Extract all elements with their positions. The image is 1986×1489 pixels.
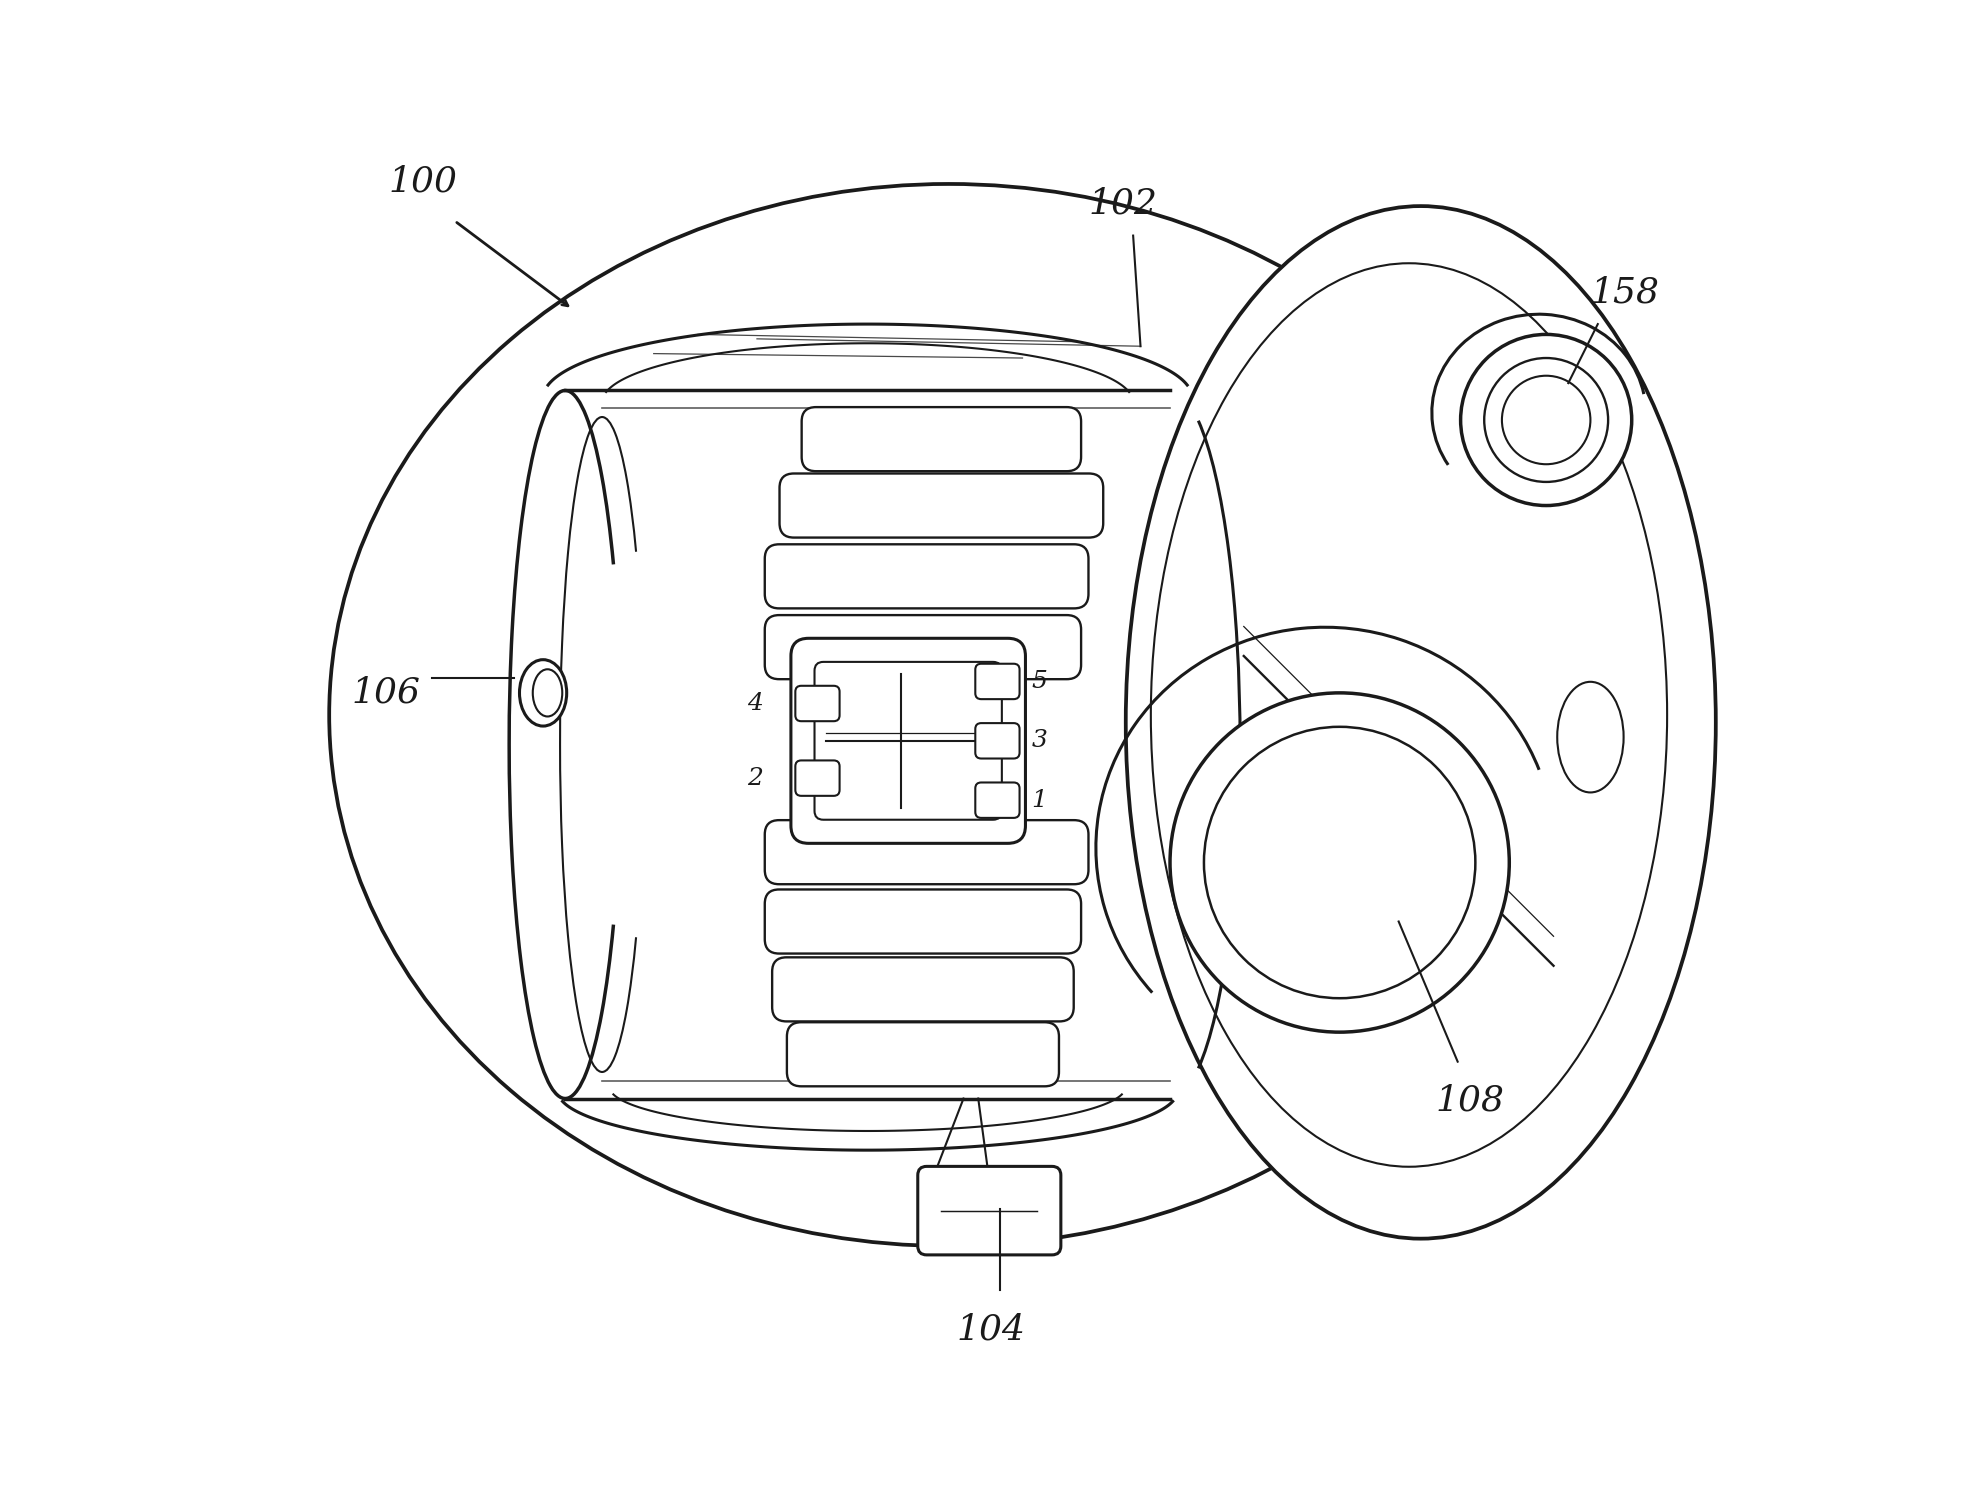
- Ellipse shape: [1126, 205, 1716, 1239]
- Text: 100: 100: [387, 165, 457, 198]
- FancyBboxPatch shape: [794, 761, 840, 795]
- FancyBboxPatch shape: [786, 1023, 1059, 1087]
- Text: 106: 106: [352, 676, 421, 710]
- Ellipse shape: [532, 669, 562, 716]
- FancyBboxPatch shape: [975, 724, 1019, 758]
- Text: 158: 158: [1591, 275, 1660, 310]
- FancyBboxPatch shape: [765, 889, 1080, 953]
- FancyBboxPatch shape: [975, 664, 1019, 700]
- FancyBboxPatch shape: [765, 820, 1088, 884]
- FancyBboxPatch shape: [802, 406, 1080, 471]
- Text: 2: 2: [747, 767, 763, 789]
- Circle shape: [1460, 335, 1632, 506]
- Text: 102: 102: [1088, 186, 1158, 220]
- Text: 104: 104: [955, 1312, 1025, 1346]
- FancyBboxPatch shape: [790, 639, 1025, 843]
- Circle shape: [1501, 375, 1591, 465]
- Text: 5: 5: [1031, 670, 1047, 692]
- Text: 108: 108: [1436, 1084, 1505, 1118]
- FancyBboxPatch shape: [814, 663, 1001, 820]
- Circle shape: [1170, 692, 1509, 1032]
- FancyBboxPatch shape: [765, 545, 1088, 609]
- FancyBboxPatch shape: [765, 615, 1080, 679]
- FancyBboxPatch shape: [975, 783, 1019, 817]
- Text: 4: 4: [747, 692, 763, 715]
- Ellipse shape: [520, 660, 566, 727]
- FancyBboxPatch shape: [780, 474, 1102, 538]
- Circle shape: [1204, 727, 1476, 998]
- FancyBboxPatch shape: [773, 957, 1074, 1021]
- Text: 3: 3: [1031, 730, 1047, 752]
- Text: 1: 1: [1031, 789, 1047, 812]
- FancyBboxPatch shape: [918, 1166, 1061, 1255]
- Ellipse shape: [1557, 682, 1625, 792]
- Ellipse shape: [330, 185, 1569, 1246]
- FancyBboxPatch shape: [794, 686, 840, 721]
- Circle shape: [1484, 357, 1609, 482]
